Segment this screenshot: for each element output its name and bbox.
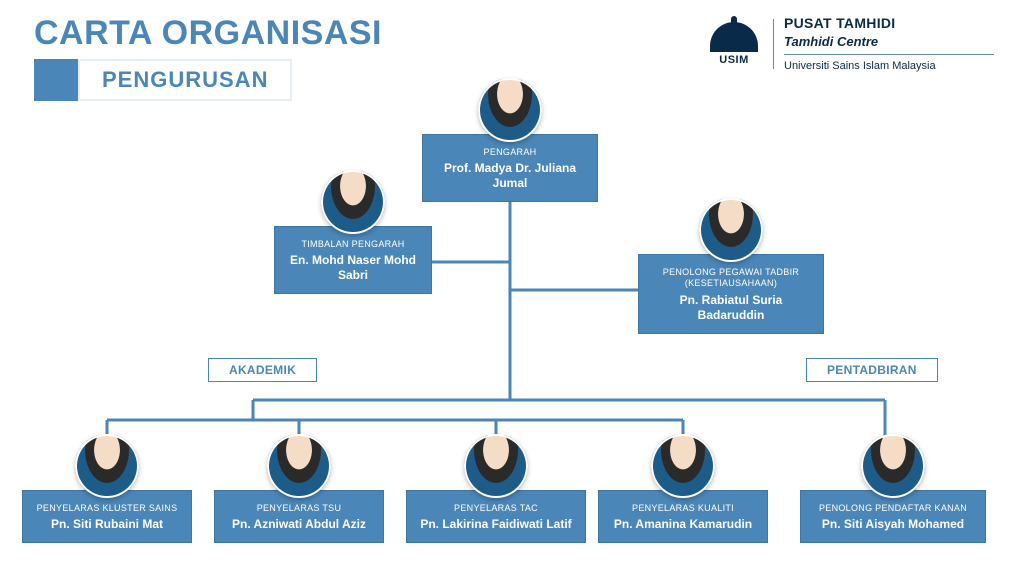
role: PENOLONG PEGAWAI TADBIR (KESETIAUSAHAAN) bbox=[649, 267, 813, 290]
node-bottom-0: PENYELARAS KLUSTER SAINS Pn. Siti Rubain… bbox=[22, 434, 192, 543]
avatar bbox=[861, 434, 925, 498]
node-secretariat: PENOLONG PEGAWAI TADBIR (KESETIAUSAHAAN)… bbox=[638, 198, 824, 334]
name: En. Mohd Naser Mohd Sabri bbox=[285, 253, 421, 283]
role: PENGARAH bbox=[433, 147, 587, 158]
role: PENYELARAS TSU bbox=[225, 503, 373, 514]
avatar bbox=[464, 434, 528, 498]
section-pentadbiran: PENTADBIRAN bbox=[806, 358, 938, 382]
title-sub: PENGURUSAN bbox=[78, 59, 292, 101]
name: Pn. Amanina Kamarudin bbox=[609, 517, 757, 532]
role: TIMBALAN PENGARAH bbox=[285, 239, 421, 250]
name: Pn. Siti Rubaini Mat bbox=[33, 517, 181, 532]
node-director: PENGARAH Prof. Madya Dr. Juliana Jumal bbox=[422, 78, 598, 202]
avatar bbox=[699, 198, 763, 262]
avatar bbox=[75, 434, 139, 498]
node-bottom-1: PENYELARAS TSU Pn. Azniwati Abdul Aziz bbox=[214, 434, 384, 543]
avatar bbox=[267, 434, 331, 498]
avatar bbox=[651, 434, 715, 498]
card: PENGARAH Prof. Madya Dr. Juliana Jumal bbox=[422, 134, 598, 202]
role: PENYELARAS KLUSTER SAINS bbox=[33, 503, 181, 514]
node-bottom-3: PENYELARAS KUALITI Pn. Amanina Kamarudin bbox=[598, 434, 768, 543]
role: PENOLONG PENDAFTAR KANAN bbox=[811, 503, 975, 514]
name: Pn. Rabiatul Suria Badaruddin bbox=[649, 293, 813, 323]
title-main: CARTA ORGANISASI bbox=[34, 14, 382, 53]
node-bottom-2: PENYELARAS TAC Pn. Lakirina Faidiwati La… bbox=[406, 434, 586, 543]
role: PENYELARAS KUALITI bbox=[609, 503, 757, 514]
chart-title: CARTA ORGANISASI PENGURUSAN bbox=[34, 14, 382, 101]
title-accent bbox=[34, 59, 78, 101]
institution-logo: USIM PUSAT TAMHIDI Tamhidi Centre Univer… bbox=[705, 14, 994, 74]
logo-divider bbox=[773, 19, 774, 69]
title-sub-wrap: PENGURUSAN bbox=[34, 59, 382, 101]
logo-text-block: PUSAT TAMHIDI Tamhidi Centre Universiti … bbox=[784, 14, 994, 74]
card: PENOLONG PEGAWAI TADBIR (KESETIAUSAHAAN)… bbox=[638, 254, 824, 334]
name: Pn. Lakirina Faidiwati Latif bbox=[417, 517, 575, 532]
avatar bbox=[478, 78, 542, 142]
card: TIMBALAN PENGARAH En. Mohd Naser Mohd Sa… bbox=[274, 226, 432, 294]
avatar bbox=[321, 170, 385, 234]
section-akademik: AKADEMIK bbox=[208, 358, 317, 382]
usim-logo-icon: USIM bbox=[705, 22, 763, 66]
node-deputy: TIMBALAN PENGARAH En. Mohd Naser Mohd Sa… bbox=[274, 170, 432, 294]
node-bottom-4: PENOLONG PENDAFTAR KANAN Pn. Siti Aisyah… bbox=[800, 434, 986, 543]
role: PENYELARAS TAC bbox=[417, 503, 575, 514]
name: Prof. Madya Dr. Juliana Jumal bbox=[433, 161, 587, 191]
name: Pn. Siti Aisyah Mohamed bbox=[811, 517, 975, 532]
name: Pn. Azniwati Abdul Aziz bbox=[225, 517, 373, 532]
